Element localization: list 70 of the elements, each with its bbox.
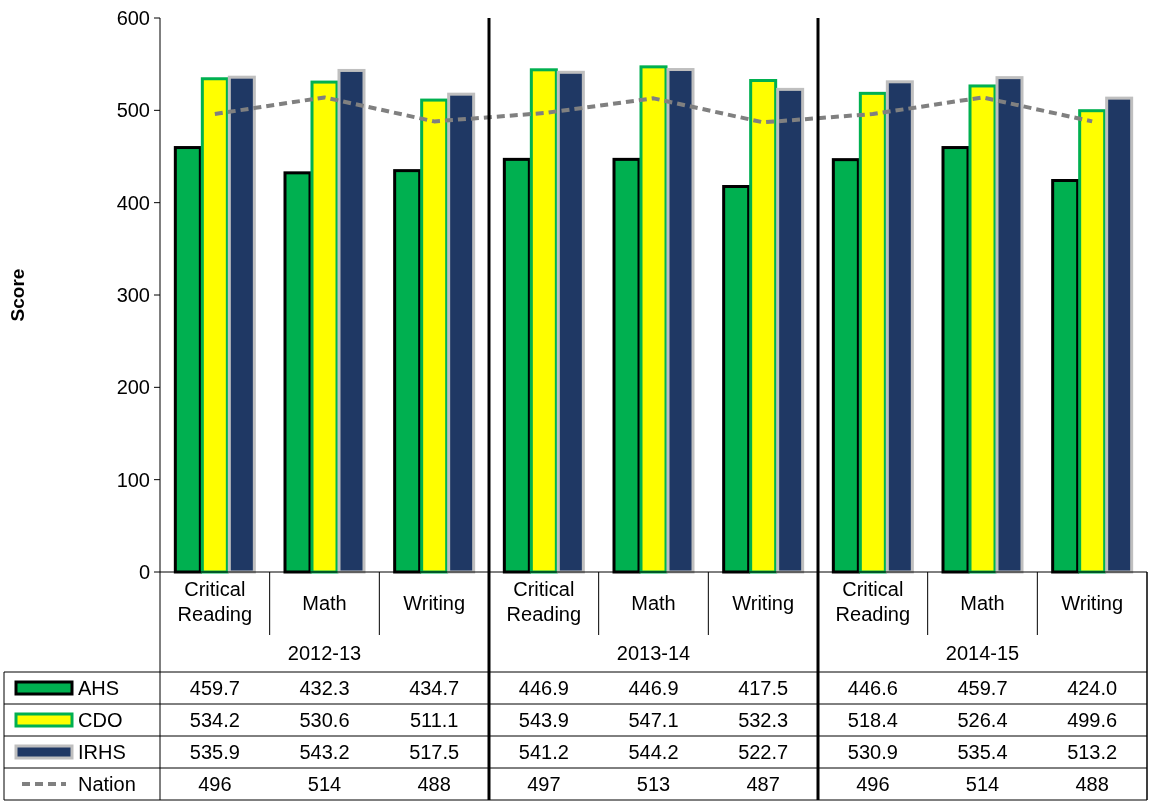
data-label: 543.2 — [299, 741, 350, 763]
y-tick-label: 400 — [116, 191, 150, 214]
bar — [885, 80, 914, 574]
data-label: 434.7 — [409, 677, 460, 699]
data-label: 417.5 — [738, 677, 789, 699]
data-label: 532.3 — [738, 709, 789, 731]
data-label: 522.7 — [738, 741, 789, 763]
x-tick-label: Math — [631, 592, 676, 614]
y-tick-label: 100 — [116, 468, 150, 491]
bar — [337, 68, 366, 574]
y-axis-title: Score — [7, 268, 28, 322]
y-tick-label: 0 — [138, 561, 150, 583]
data-label: 459.7 — [189, 677, 240, 699]
bar — [447, 92, 476, 574]
legend-label: IRHS — [78, 741, 126, 763]
bar — [227, 75, 256, 574]
x-tick-label: Math — [302, 592, 347, 614]
text: 2012-13 — [287, 642, 362, 664]
data-label: 530.9 — [847, 741, 898, 763]
bar — [556, 70, 585, 574]
data-label: 526.4 — [957, 709, 1008, 731]
data-label: 496 — [198, 773, 232, 795]
x-tick-label: Writing — [732, 592, 795, 614]
x-tick-label: Critical Reading — [835, 578, 911, 625]
data-label: 488 — [417, 773, 451, 795]
data-label: 543.9 — [518, 709, 569, 731]
legend-label: AHS — [78, 677, 120, 699]
y-tick-label: 500 — [116, 99, 150, 122]
data-label: 487 — [746, 773, 780, 795]
data-label: 518.4 — [847, 709, 898, 731]
data-label: 513 — [636, 773, 671, 795]
data-label: 541.2 — [518, 741, 569, 763]
data-label: 513.2 — [1067, 741, 1118, 763]
data-label: 496 — [856, 773, 890, 795]
y-tick-label: 200 — [116, 376, 150, 399]
text: 2014-15 — [945, 642, 1020, 664]
y-tick-label: 300 — [116, 284, 150, 306]
data-label: 530.6 — [299, 709, 350, 731]
data-label: 424.0 — [1067, 677, 1118, 699]
data-label: 547.1 — [628, 709, 679, 731]
data-label: 497 — [527, 773, 561, 795]
y-tick-label: 600 — [116, 7, 150, 29]
x-tick-label: Critical Reading — [177, 578, 253, 625]
x-tick-label: Math — [960, 592, 1005, 614]
data-label: 459.7 — [957, 677, 1008, 699]
data-label: 535.4 — [957, 741, 1008, 763]
data-label: 446.9 — [518, 677, 569, 699]
data-label: 514 — [965, 773, 1000, 795]
data-label: 499.6 — [1067, 709, 1118, 731]
bar — [776, 87, 805, 574]
data-label: 446.9 — [628, 677, 679, 699]
data-label: 488 — [1075, 773, 1109, 795]
data-label: 446.6 — [847, 677, 898, 699]
data-label: 432.3 — [299, 677, 350, 699]
data-label: 544.2 — [628, 741, 679, 763]
data-label: 517.5 — [409, 741, 460, 763]
bar — [1105, 96, 1134, 574]
data-label: 535.9 — [189, 741, 240, 763]
x-tick-label: Writing — [1061, 592, 1124, 614]
x-tick-label: Writing — [403, 592, 466, 614]
legend-label: Nation — [78, 773, 136, 795]
bar — [995, 76, 1024, 574]
line-series — [212, 95, 1095, 125]
data-label: 514 — [307, 773, 342, 795]
x-tick-label: Critical Reading — [506, 578, 582, 625]
data-label: 534.2 — [189, 709, 240, 731]
text: 2013-14 — [616, 642, 691, 664]
legend-label: CDO — [78, 709, 123, 731]
bar — [666, 68, 695, 574]
data-label: 511.1 — [409, 709, 459, 731]
